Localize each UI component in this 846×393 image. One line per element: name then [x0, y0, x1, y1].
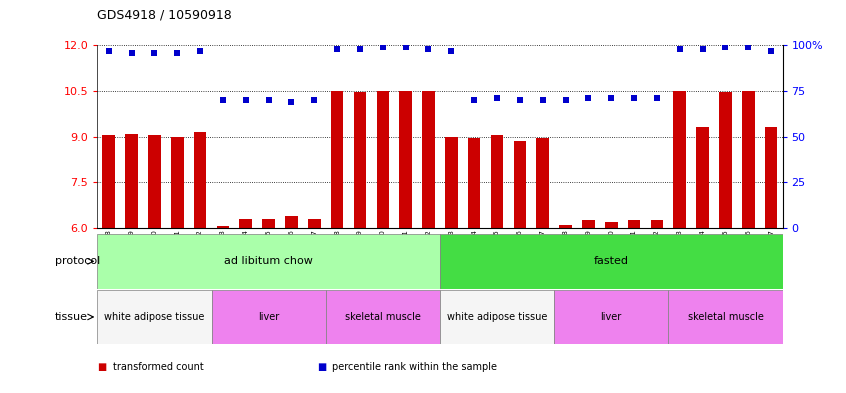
Point [239, 97, 252, 103]
Bar [719, 92, 732, 228]
Bar [605, 222, 618, 228]
Text: ■: ■ [317, 362, 327, 373]
Bar [628, 220, 640, 228]
Bar [125, 134, 138, 228]
Point [102, 48, 115, 54]
Point [695, 46, 709, 52]
Text: ad libitum chow: ad libitum chow [224, 256, 313, 266]
Bar [468, 138, 481, 228]
Point [125, 50, 139, 56]
Bar [326, 290, 440, 344]
Point [421, 46, 435, 52]
Point [217, 97, 230, 103]
Point [536, 97, 550, 103]
Point [445, 48, 459, 54]
Text: percentile rank within the sample: percentile rank within the sample [332, 362, 497, 373]
Point [467, 97, 481, 103]
Bar [262, 219, 275, 228]
Point [147, 50, 161, 56]
Point [308, 97, 321, 103]
Text: skeletal muscle: skeletal muscle [345, 312, 420, 322]
Bar [514, 141, 526, 228]
Text: skeletal muscle: skeletal muscle [688, 312, 763, 322]
Bar [376, 91, 389, 228]
Text: liver: liver [258, 312, 279, 322]
Bar [582, 220, 595, 228]
Point [765, 48, 778, 54]
Point [741, 44, 755, 50]
Point [330, 46, 343, 52]
Point [650, 95, 663, 101]
Bar [171, 136, 184, 228]
Bar [765, 127, 777, 228]
Bar [696, 127, 709, 228]
Text: transformed count: transformed count [113, 362, 203, 373]
Text: ■: ■ [97, 362, 107, 373]
Point [627, 95, 641, 101]
Bar [554, 290, 668, 344]
Text: GDS4918 / 10590918: GDS4918 / 10590918 [97, 9, 232, 22]
Bar [445, 136, 458, 228]
Point [673, 46, 687, 52]
Bar [102, 135, 115, 228]
Text: tissue: tissue [55, 312, 88, 322]
Bar [148, 135, 161, 228]
Point [262, 97, 276, 103]
Text: liver: liver [601, 312, 622, 322]
Point [399, 44, 413, 50]
Bar [354, 92, 366, 228]
Bar [331, 91, 343, 228]
Bar [308, 219, 321, 228]
Text: white adipose tissue: white adipose tissue [104, 312, 205, 322]
Bar [217, 226, 229, 228]
Bar [673, 91, 686, 228]
Point [354, 46, 367, 52]
Bar [97, 290, 212, 344]
Bar [491, 135, 503, 228]
Point [604, 95, 618, 101]
Point [376, 44, 389, 50]
Bar [285, 216, 298, 228]
Bar [559, 225, 572, 228]
Bar [651, 220, 663, 228]
Point [193, 48, 207, 54]
Text: white adipose tissue: white adipose tissue [447, 312, 547, 322]
Point [284, 99, 298, 105]
Bar [536, 138, 549, 228]
Bar [194, 132, 206, 228]
Text: protocol: protocol [55, 256, 100, 266]
Point [582, 95, 596, 101]
Bar [742, 91, 755, 228]
Point [491, 95, 504, 101]
Bar [212, 290, 326, 344]
Bar [440, 290, 554, 344]
Bar [97, 234, 440, 289]
Bar [440, 234, 783, 289]
Bar [422, 91, 435, 228]
Point [513, 97, 526, 103]
Bar [399, 91, 412, 228]
Point [559, 97, 573, 103]
Point [170, 50, 184, 56]
Bar [668, 290, 783, 344]
Bar [239, 219, 252, 228]
Point [719, 44, 733, 50]
Text: fasted: fasted [594, 256, 629, 266]
